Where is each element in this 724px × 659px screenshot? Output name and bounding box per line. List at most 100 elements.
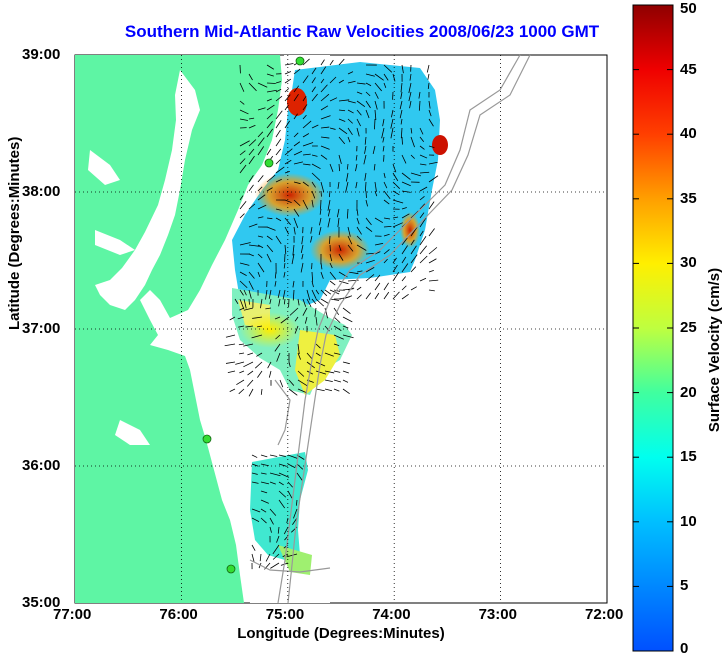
velocity-arrow xyxy=(338,280,349,285)
velocity-arrow xyxy=(278,463,287,467)
velocity-arrow xyxy=(324,379,333,382)
velocity-arrow xyxy=(336,208,340,218)
velocity-arrow xyxy=(320,262,323,270)
colorbar-tick-label: 40 xyxy=(680,125,697,143)
velocity-arrow xyxy=(374,181,377,192)
velocity-arrow xyxy=(269,472,281,477)
velocity-arrow xyxy=(383,233,390,237)
velocity-arrow xyxy=(266,121,273,129)
velocity-arrow xyxy=(428,109,432,117)
velocity-arrow xyxy=(342,316,353,323)
velocity-arrow xyxy=(248,203,256,210)
velocity-arrow xyxy=(294,325,299,334)
velocity-arrow xyxy=(315,352,321,357)
y-tick-label: 39:00 xyxy=(22,46,61,63)
velocity-arrow xyxy=(342,370,349,374)
velocity-arrow xyxy=(251,334,263,339)
velocity-arrow xyxy=(428,228,435,237)
velocity-arrow xyxy=(269,481,276,485)
velocity-arrow xyxy=(274,271,277,279)
velocity-arrow xyxy=(410,154,415,159)
velocity-arrow xyxy=(347,127,353,136)
velocity-arrow xyxy=(275,81,282,84)
velocity-arrow xyxy=(239,271,247,276)
velocity-arrow xyxy=(275,95,283,102)
velocity-arrow xyxy=(428,145,435,148)
colorbar-label: Surface Velocity (cm/s) xyxy=(706,267,723,433)
velocity-arrow xyxy=(278,490,287,498)
velocity-arrow xyxy=(284,120,290,129)
velocity-arrow xyxy=(260,490,268,494)
velocity-arrow xyxy=(419,230,424,237)
velocity-arrow xyxy=(293,141,301,147)
velocity-arrow xyxy=(427,82,430,90)
velocity-arrow xyxy=(297,370,305,377)
velocity-arrow xyxy=(382,145,385,152)
velocity-arrow xyxy=(239,109,249,115)
velocity-arrow xyxy=(333,325,342,331)
velocity-arrow xyxy=(266,73,274,77)
velocity-arrow xyxy=(333,379,342,383)
velocity-arrow xyxy=(373,163,376,171)
velocity-arrow xyxy=(342,307,351,315)
velocity-arrow xyxy=(266,235,273,241)
velocity-arrow xyxy=(347,100,356,104)
velocity-arrow xyxy=(311,67,317,75)
velocity-arrow xyxy=(320,66,327,75)
velocity-arrow xyxy=(301,253,304,260)
velocity-arrow xyxy=(260,298,263,309)
velocity-arrow xyxy=(311,298,317,305)
velocity-arrow xyxy=(284,217,292,226)
velocity-arrow xyxy=(260,388,263,395)
velocity-arrow xyxy=(289,307,299,316)
velocity-arrow xyxy=(410,286,417,291)
velocity-arrow xyxy=(260,454,268,458)
velocity-arrow xyxy=(275,110,283,120)
velocity-arrow xyxy=(390,127,394,139)
velocity-arrow xyxy=(276,535,280,543)
velocity-arrow xyxy=(383,199,390,205)
velocity-arrow xyxy=(401,237,408,246)
velocity-arrow xyxy=(333,316,341,324)
velocity-arrow xyxy=(302,95,307,102)
velocity-arrow xyxy=(419,212,425,219)
velocity-arrow xyxy=(356,235,362,241)
velocity-arrow xyxy=(266,82,276,84)
velocity-arrow xyxy=(419,136,425,142)
velocity-arrow xyxy=(315,343,321,349)
velocity-arrow xyxy=(256,325,263,328)
velocity-arrow xyxy=(426,64,430,73)
velocity-arrow xyxy=(266,174,276,183)
velocity-arrow xyxy=(365,217,372,226)
velocity-arrow xyxy=(374,100,378,110)
velocity-arrow xyxy=(365,109,370,119)
velocity-arrow xyxy=(283,271,286,278)
velocity-arrow xyxy=(338,244,342,251)
velocity-arrow xyxy=(260,517,267,524)
velocity-arrow xyxy=(260,463,269,467)
velocity-arrow xyxy=(247,352,254,356)
velocity-arrow xyxy=(320,126,330,129)
velocity-arrow xyxy=(365,259,375,264)
velocity-arrow xyxy=(374,73,384,81)
velocity-arrow xyxy=(365,100,371,109)
velocity-arrow xyxy=(320,181,325,193)
velocity-arrow xyxy=(257,146,265,156)
velocity-arrow xyxy=(302,298,307,307)
velocity-arrow xyxy=(314,307,317,317)
velocity-arrow xyxy=(287,490,293,499)
velocity-arrow xyxy=(266,104,275,111)
velocity-arrow xyxy=(324,370,335,374)
velocity-arrow xyxy=(288,388,298,396)
velocity-arrow xyxy=(320,105,329,111)
velocity-arrow xyxy=(243,361,254,368)
velocity-arrow xyxy=(248,73,253,81)
velocity-arrow xyxy=(257,186,263,192)
velocity-arrow xyxy=(284,71,292,75)
velocity-arrow xyxy=(269,517,274,525)
velocity-arrow xyxy=(333,352,341,355)
velocity-arrow xyxy=(234,298,239,305)
velocity-arrow xyxy=(302,104,308,111)
velocity-arrow xyxy=(320,59,325,66)
velocity-arrow xyxy=(428,175,439,183)
